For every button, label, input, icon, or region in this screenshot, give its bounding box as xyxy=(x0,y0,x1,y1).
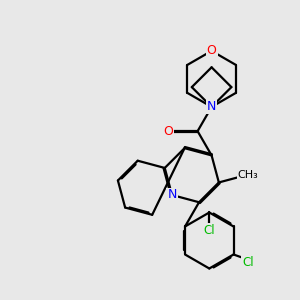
Text: CH₃: CH₃ xyxy=(238,170,258,180)
Text: Cl: Cl xyxy=(242,256,254,269)
Text: O: O xyxy=(207,44,217,57)
Text: N: N xyxy=(207,100,216,113)
Text: Cl: Cl xyxy=(203,224,215,237)
Text: O: O xyxy=(164,125,173,138)
Text: N: N xyxy=(167,188,177,202)
